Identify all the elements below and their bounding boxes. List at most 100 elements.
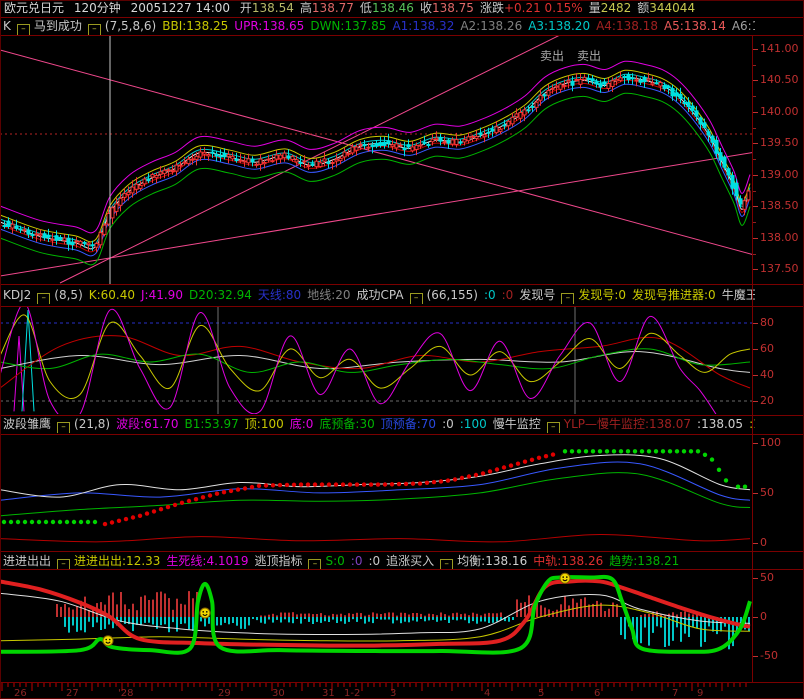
candle-body — [34, 233, 39, 236]
separator-line — [0, 284, 804, 285]
signal-dot — [137, 513, 143, 518]
histogram-bar — [60, 606, 62, 617]
signal-dot — [660, 449, 666, 454]
candle-body — [230, 155, 235, 160]
candle-body — [354, 146, 359, 151]
signal-dot — [529, 457, 535, 462]
histogram-bar — [420, 617, 422, 619]
collapse-box-icon[interactable]: – — [308, 559, 322, 570]
separator-line — [0, 551, 804, 552]
histogram-bar — [352, 613, 354, 617]
histogram-bar — [432, 617, 434, 620]
collapse-box-icon[interactable]: – — [561, 293, 575, 304]
candle-body — [2, 225, 7, 227]
candle-body — [350, 146, 355, 154]
indicator-value: 慢牛监控 — [492, 417, 541, 431]
candle-body — [682, 102, 687, 104]
histogram-bar — [64, 604, 66, 617]
collapse-box-icon[interactable]: – — [546, 422, 560, 433]
histogram-bar — [720, 617, 722, 632]
candle-body — [666, 85, 671, 89]
axis-label: 139.50 — [760, 136, 799, 149]
histogram-bar — [280, 612, 282, 617]
signal-dot — [543, 454, 549, 459]
histogram-bar — [320, 617, 322, 623]
main-candlestick-chart[interactable]: 卖出 卖出 — [0, 36, 752, 284]
histogram-bar — [652, 617, 654, 633]
candle-body — [298, 161, 303, 164]
histogram-bar — [312, 614, 314, 617]
axis-tick — [753, 238, 758, 239]
signal-dot — [667, 449, 673, 454]
signal-dot — [653, 449, 659, 454]
signal-dot — [487, 469, 493, 474]
collapse-box-icon[interactable]: – — [440, 559, 454, 570]
kdj-indicator-chart[interactable] — [0, 307, 752, 414]
collapse-box-icon[interactable]: – — [57, 559, 71, 570]
signal-dot — [375, 482, 381, 487]
histogram-bar — [92, 617, 94, 628]
histogram-bar — [120, 592, 122, 617]
date-label: 27 — [66, 688, 79, 699]
candle-body — [198, 151, 203, 158]
candle-body — [658, 82, 663, 87]
histogram-bar — [336, 617, 338, 623]
collapse-box-icon[interactable]: – — [409, 293, 423, 304]
histogram-bar — [364, 615, 366, 617]
signal-dot — [646, 449, 652, 454]
histogram-bar — [312, 617, 314, 624]
indicator-value: A3:138.20 — [528, 19, 591, 33]
histogram-bar — [172, 609, 174, 617]
candle-body — [294, 159, 299, 163]
ma-ribbon-line — [0, 92, 751, 266]
signal-dot — [473, 472, 479, 478]
axis-label: 80 — [760, 316, 774, 329]
candle-body — [386, 140, 391, 144]
collapse-box-icon[interactable]: – — [16, 24, 30, 35]
histogram-bar — [168, 617, 170, 633]
candle-body — [578, 79, 583, 85]
indicator-value: (21,8) — [74, 417, 111, 431]
histogram-bar — [220, 617, 222, 626]
candle-body — [10, 223, 15, 229]
candle-body — [566, 79, 571, 83]
axis-label: 20 — [760, 394, 774, 407]
date-label: 1-2 — [344, 688, 361, 699]
histogram-bar — [80, 600, 82, 617]
band-indicator-chart[interactable] — [0, 435, 752, 551]
date-label: 9 — [697, 688, 704, 699]
quote-field: 高138.77 — [300, 1, 354, 15]
collapse-box-icon[interactable]: – — [87, 24, 101, 35]
candle-body — [374, 142, 379, 147]
histogram-bar — [356, 612, 358, 617]
signal-dot — [193, 497, 199, 502]
indicator-value: A5:138.14 — [663, 19, 726, 33]
signal-dot — [494, 467, 500, 472]
histogram-bar — [328, 617, 330, 622]
axis-label: 141.00 — [760, 42, 799, 55]
histogram-bar — [88, 610, 90, 617]
signal-dot — [550, 452, 556, 457]
indicator-value: :138.05 — [697, 417, 744, 431]
collapse-box-icon[interactable]: – — [37, 293, 51, 304]
collapse-box-icon[interactable]: – — [57, 422, 71, 433]
candle-body — [394, 143, 399, 149]
candle-body — [414, 144, 419, 151]
separator-line — [0, 306, 804, 307]
candle-body — [210, 151, 215, 154]
date-label: '28 — [118, 688, 134, 699]
histogram-bar — [440, 617, 442, 621]
candle-body — [382, 141, 387, 146]
candle-body — [614, 78, 619, 82]
histogram-bar — [100, 617, 102, 630]
candle-body — [46, 234, 51, 238]
indicator-value: A6:138.13 — [731, 19, 755, 33]
band-curve — [0, 461, 751, 501]
date-label: 31 — [322, 688, 335, 699]
histogram-bar — [76, 606, 78, 617]
inout-indicator-chart[interactable] — [0, 570, 752, 682]
axis-tick — [753, 375, 758, 376]
signal-dot — [116, 518, 122, 523]
histogram-bar — [272, 617, 274, 623]
candle-body — [454, 139, 459, 145]
